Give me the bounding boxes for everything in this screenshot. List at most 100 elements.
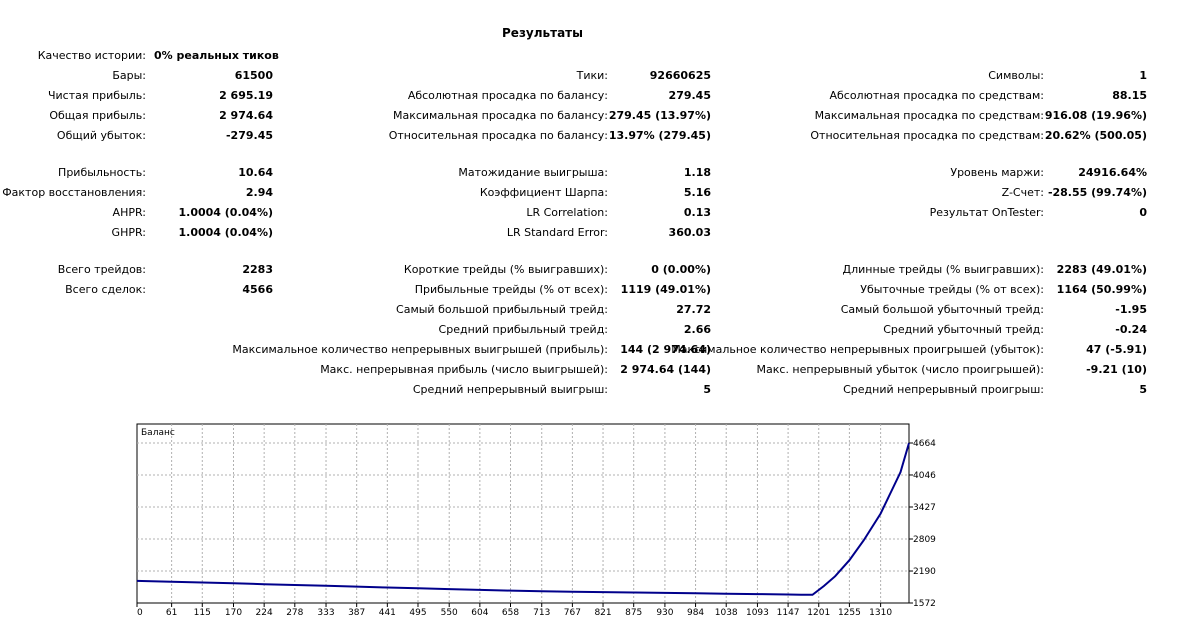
stat-col3-value: -9.21 (10) bbox=[1086, 363, 1147, 376]
x-tick-label: 1038 bbox=[715, 608, 738, 618]
x-tick-label: 1255 bbox=[838, 608, 861, 618]
stat-col1-label: Бары: bbox=[112, 69, 146, 82]
stat-col3-row: Убыточные трейды (% от всех): 1164 (50.99… bbox=[0, 282, 1182, 298]
x-tick-label: 658 bbox=[502, 608, 519, 618]
stat-col1-value: 2 974.64 bbox=[219, 109, 273, 122]
stat-col2-row: Относительная просадка по балансу: 13.97%… bbox=[0, 128, 1182, 144]
x-tick-label: 1201 bbox=[807, 608, 830, 618]
x-tick-label: 0 bbox=[137, 608, 143, 618]
stat-col1-value: 4566 bbox=[242, 283, 273, 296]
x-tick-label: 930 bbox=[656, 608, 673, 618]
balance-series-line bbox=[136, 442, 910, 596]
chart-frame bbox=[136, 423, 910, 604]
stat-col2-row: Абсолютная просадка по балансу: 279.45 bbox=[0, 88, 1182, 104]
stat-col2-label: Максимальная просадка по балансу: bbox=[392, 109, 608, 122]
stat-col3-row: Самый большой убыточный трейд: -1.95 bbox=[0, 302, 1182, 318]
stat-col2-row: LR Correlation: 0.13 bbox=[0, 205, 1182, 221]
stat-col2-label: Матожидание выигрыша: bbox=[458, 166, 608, 179]
stat-col1-row: Бары: 61500 bbox=[0, 68, 1182, 84]
stat-col2-label: Максимальное количество непрерывных выиг… bbox=[232, 343, 608, 356]
stat-col3-row: Средний непрерывный проигрыш: 5 bbox=[0, 382, 1182, 398]
stat-col2-label: Прибыльные трейды (% от всех): bbox=[414, 283, 608, 296]
stat-col3-label: Уровень маржи: bbox=[950, 166, 1044, 179]
stat-col3-value: 20.62% (500.05) bbox=[1044, 129, 1147, 142]
stat-col2-row: Прибыльные трейды (% от всех): 1119 (49.0… bbox=[0, 282, 1182, 298]
stat-col3-value: -0.24 bbox=[1115, 323, 1147, 336]
x-tick-label: 61 bbox=[166, 608, 177, 618]
stat-col1-row: Общая прибыль: 2 974.64 bbox=[0, 108, 1182, 124]
history-quality-label: Качество истории: bbox=[37, 49, 146, 62]
stat-col2-label: Абсолютная просадка по балансу: bbox=[407, 89, 608, 102]
stat-col3-value: 1 bbox=[1139, 69, 1147, 82]
stat-col1-label: Всего сделок: bbox=[65, 283, 146, 296]
x-tick-label: 441 bbox=[379, 608, 396, 618]
x-tick-label: 604 bbox=[471, 608, 488, 618]
stat-col1-value: 2.94 bbox=[245, 186, 273, 199]
stat-col3-value: 1164 (50.99%) bbox=[1056, 283, 1147, 296]
x-tick-label: 224 bbox=[256, 608, 273, 618]
stat-col3-label: Z-Счет: bbox=[1001, 186, 1044, 199]
stat-col2-row: Максимальная просадка по балансу: 279.45 … bbox=[0, 108, 1182, 124]
x-tick-label: 713 bbox=[533, 608, 550, 618]
x-tick-label: 170 bbox=[225, 608, 242, 618]
stat-col1-label: AHPR: bbox=[112, 206, 146, 219]
stat-col2-row: Тики: 92660625 bbox=[0, 68, 1182, 84]
y-tick-label: 4046 bbox=[913, 471, 936, 481]
stat-col3-label: Максимальное количество непрерывных прои… bbox=[671, 343, 1044, 356]
stat-col3-value: 47 (-5.91) bbox=[1086, 343, 1147, 356]
stat-col2-row: Короткие трейды (% выигравших): 0 (0.00%) bbox=[0, 262, 1182, 278]
x-tick-label: 767 bbox=[564, 608, 581, 618]
stat-col1-label: Общая прибыль: bbox=[49, 109, 146, 122]
stat-col2-row: Макс. непрерывная прибыль (число выигрыш… bbox=[0, 362, 1182, 378]
stat-col2-label: LR Standard Error: bbox=[506, 226, 608, 239]
stat-col3-label: Максимальная просадка по средствам: bbox=[814, 109, 1044, 122]
stat-col1-value: 2 695.19 bbox=[219, 89, 273, 102]
stat-col3-label: Символы: bbox=[988, 69, 1044, 82]
stat-col3-label: Самый большой убыточный трейд: bbox=[840, 303, 1044, 316]
stat-col2-row: Коэффициент Шарпа: 5.16 bbox=[0, 185, 1182, 201]
stat-col2-label: Тики: bbox=[576, 69, 608, 82]
stat-col1-label: Общий убыток: bbox=[56, 129, 146, 142]
stat-col2-value: 1.18 bbox=[683, 166, 711, 179]
stat-col1-row: Прибыльность: 10.64 bbox=[0, 165, 1182, 181]
stat-col1-label: Чистая прибыль: bbox=[47, 89, 146, 102]
stat-col2-label: Короткие трейды (% выигравших): bbox=[403, 263, 608, 276]
stat-col2-label: Средний прибыльный трейд: bbox=[438, 323, 608, 336]
stat-col3-label: Относительная просадка по средствам: bbox=[810, 129, 1044, 142]
stat-col3-value: 2283 (49.01%) bbox=[1056, 263, 1147, 276]
stat-col1-label: Всего трейдов: bbox=[57, 263, 146, 276]
x-tick-label: 495 bbox=[409, 608, 426, 618]
stat-col3-row: Максимальная просадка по средствам: 916.0… bbox=[0, 108, 1182, 124]
stat-col1-value: 61500 bbox=[234, 69, 273, 82]
x-tick-label: 550 bbox=[441, 608, 458, 618]
stat-col1-label: Фактор восстановления: bbox=[2, 186, 146, 199]
chart-title: Баланс bbox=[141, 428, 175, 438]
stat-col2-row: LR Standard Error: 360.03 bbox=[0, 225, 1182, 241]
stat-col1-row: Чистая прибыль: 2 695.19 bbox=[0, 88, 1182, 104]
stat-col2-value: 0 (0.00%) bbox=[651, 263, 711, 276]
stat-col2-value: 144 (2 974.64) bbox=[620, 343, 711, 356]
stat-col2-label: Самый большой прибыльный трейд: bbox=[396, 303, 608, 316]
stat-col2-row: Средний непрерывный выигрыш: 5 bbox=[0, 382, 1182, 398]
stat-col3-row: Z-Счет: -28.55 (99.74%) bbox=[0, 185, 1182, 201]
stat-col2-value: 279.45 bbox=[668, 89, 711, 102]
stat-col3-value: 5 bbox=[1139, 383, 1147, 396]
stat-col1-row: Всего трейдов: 2283 bbox=[0, 262, 1182, 278]
x-tick-label: 1093 bbox=[746, 608, 769, 618]
stat-col2-value: 2.66 bbox=[683, 323, 711, 336]
stat-col1-value: 10.64 bbox=[238, 166, 273, 179]
stat-col3-row: Макс. непрерывный убыток (число проигрыш… bbox=[0, 362, 1182, 378]
stat-col3-value: 24916.64% bbox=[1078, 166, 1147, 179]
stat-col2-value: 2 974.64 (144) bbox=[620, 363, 711, 376]
stat-col2-value: 360.03 bbox=[668, 226, 711, 239]
x-tick-label: 875 bbox=[625, 608, 642, 618]
stat-col1-row: AHPR: 1.0004 (0.04%) bbox=[0, 205, 1182, 221]
stat-col1-value: -279.45 bbox=[225, 129, 273, 142]
history-quality-row: Качество истории: 0% реальных тиков bbox=[0, 48, 300, 64]
stat-col3-label: Убыточные трейды (% от всех): bbox=[860, 283, 1044, 296]
stat-col3-label: Средний убыточный трейд: bbox=[883, 323, 1044, 336]
stat-col2-value: 13.97% (279.45) bbox=[608, 129, 711, 142]
y-tick-label: 2809 bbox=[913, 535, 936, 545]
